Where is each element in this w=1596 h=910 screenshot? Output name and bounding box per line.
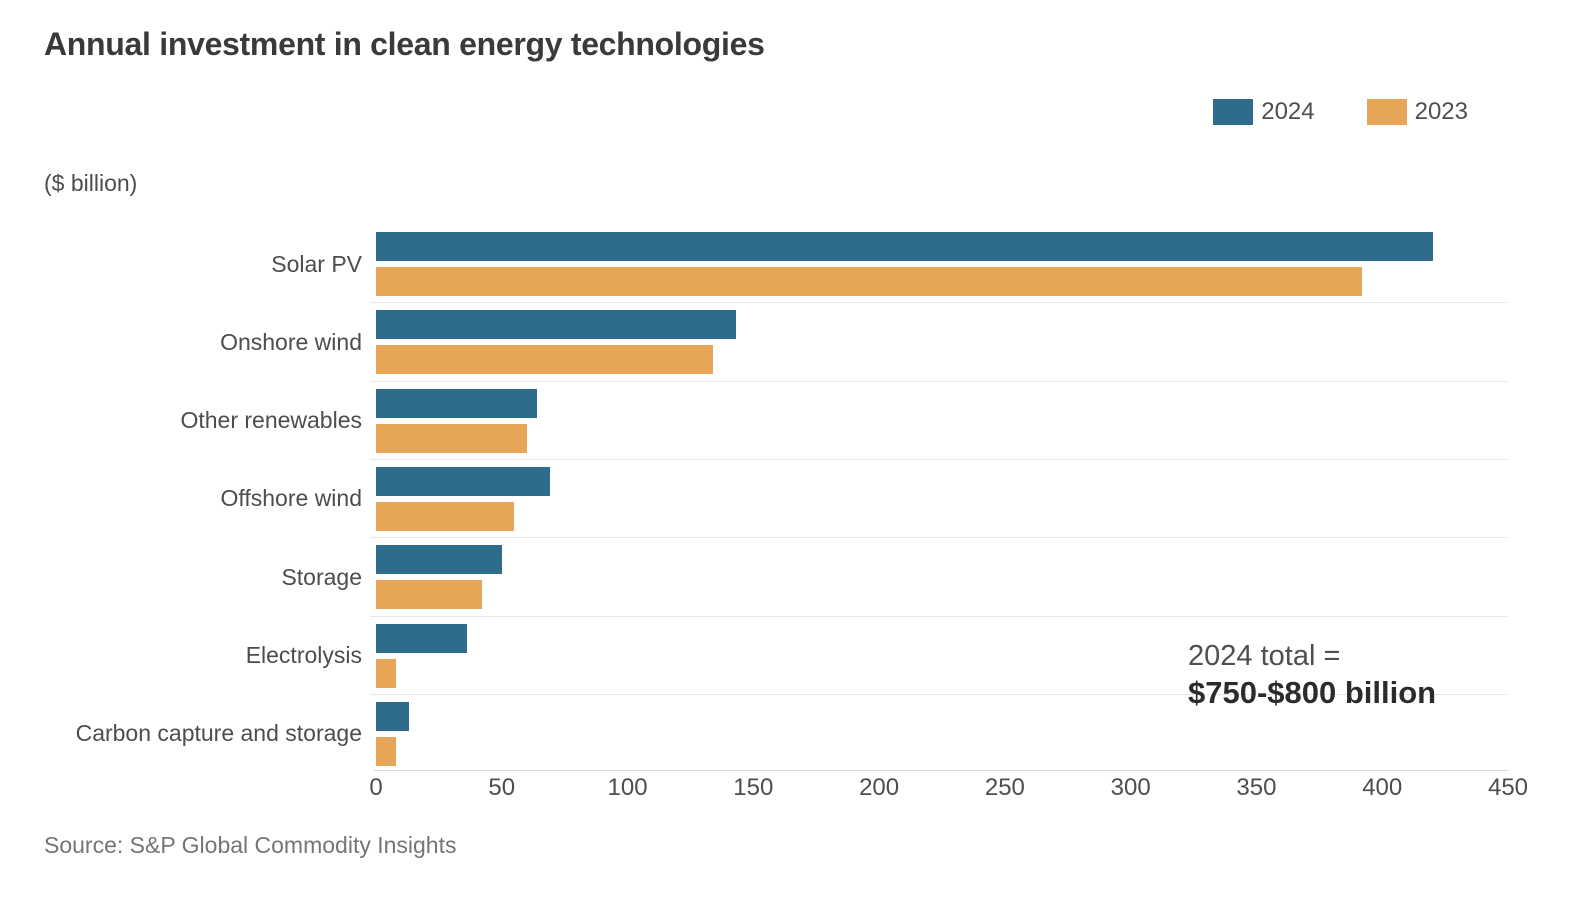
bar-2023 xyxy=(376,267,1363,296)
x-tick-label: 100 xyxy=(607,774,648,801)
category-label: Carbon capture and storage xyxy=(75,720,362,747)
legend-swatch-2023 xyxy=(1366,99,1407,125)
source-credit: Source: S&P Global Commodity Insights xyxy=(44,832,457,858)
bar-2023 xyxy=(376,501,515,531)
category-label: Onshore wind xyxy=(220,328,362,355)
bar-2023 xyxy=(376,736,397,766)
bar-2023 xyxy=(376,423,527,453)
x-tick-label: 200 xyxy=(859,774,900,801)
chart-row: Onshore wind xyxy=(44,310,1508,388)
legend-label-2023: 2023 xyxy=(1414,98,1468,125)
legend-label-2024: 2024 xyxy=(1261,98,1315,125)
bar-group xyxy=(370,232,1508,310)
x-tick-label: 300 xyxy=(1110,774,1151,801)
bar-2024 xyxy=(376,232,1433,261)
chart-row: Carbon capture and storage xyxy=(44,701,1508,770)
chart-row: Offshore wind xyxy=(44,466,1508,545)
bar-2024 xyxy=(376,623,467,653)
row-separator xyxy=(370,615,1508,617)
x-tick-label: 0 xyxy=(369,774,383,801)
bar-group xyxy=(370,388,1508,467)
bar-2023 xyxy=(376,345,714,375)
total-annotation-value: $750-$800 billion xyxy=(1188,675,1437,711)
chart-row: Storage xyxy=(44,545,1508,623)
row-separator xyxy=(370,458,1508,460)
x-tick-label: 450 xyxy=(1487,774,1529,801)
chart-row: Other renewables xyxy=(44,388,1508,467)
bar-2024 xyxy=(376,310,736,340)
category-label: Other renewables xyxy=(180,407,362,434)
legend-item-2024: 2024 xyxy=(1213,98,1315,126)
bar-group xyxy=(370,310,1508,388)
bar-group xyxy=(370,623,1508,702)
legend: 2024 2023 xyxy=(1213,98,1468,126)
plot-area: Solar PV Onshore wind Other renewables Offs… xyxy=(44,232,1508,770)
bar-2024 xyxy=(376,701,409,731)
x-tick-label: 150 xyxy=(733,774,774,801)
x-axis-line xyxy=(374,770,1508,771)
row-separator xyxy=(370,302,1508,304)
x-tick-label: 250 xyxy=(984,774,1025,801)
chart-title: Annual investment in clean energy techno… xyxy=(44,26,765,62)
category-label: Storage xyxy=(281,563,362,590)
legend-swatch-2024 xyxy=(1213,99,1254,125)
row-separator xyxy=(370,380,1508,382)
bar-2023 xyxy=(376,658,397,688)
x-tick-label: 350 xyxy=(1236,774,1277,801)
category-label: Solar PV xyxy=(271,250,362,277)
bar-group xyxy=(370,466,1508,545)
total-annotation: 2024 total = $750-$800 billion xyxy=(1188,638,1436,713)
x-tick-label: 400 xyxy=(1362,774,1403,801)
x-axis-tick-labels: 0 50 100 150 200 250 300 350 400 450 xyxy=(369,774,1528,804)
bar-group xyxy=(370,545,1508,623)
category-label: Offshore wind xyxy=(220,485,362,512)
row-separator xyxy=(370,693,1508,695)
bar-2024 xyxy=(376,545,502,575)
bar-2024 xyxy=(376,388,537,418)
total-annotation-label: 2024 total = xyxy=(1188,640,1341,672)
bar-group xyxy=(376,701,1508,770)
x-tick-label: 50 xyxy=(488,774,516,801)
chart-row: Electrolysis xyxy=(44,623,1508,702)
row-separator xyxy=(370,537,1508,539)
bar-2023 xyxy=(376,580,482,610)
axis-unit-label: ($ billion) xyxy=(44,170,138,196)
bar-2024 xyxy=(376,466,550,496)
legend-item-2023: 2023 xyxy=(1366,98,1468,126)
chart-row: Solar PV xyxy=(44,232,1508,310)
category-label: Electrolysis xyxy=(245,642,362,669)
